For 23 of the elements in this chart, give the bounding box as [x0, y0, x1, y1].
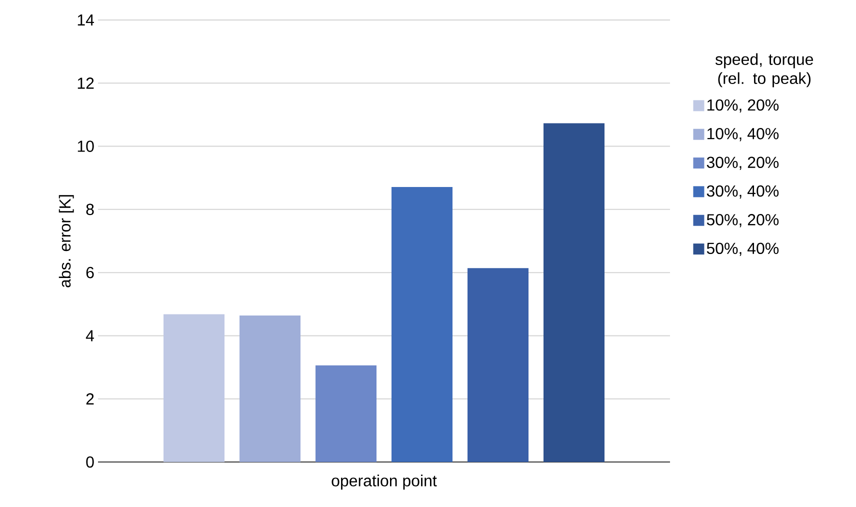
bar	[392, 187, 453, 462]
bar	[240, 316, 301, 462]
legend-label: 10%, 40%	[707, 128, 779, 142]
bar	[544, 123, 605, 462]
y-tick-label: 10	[78, 140, 94, 152]
y-tick-label: 12	[78, 78, 94, 89]
bar	[468, 268, 529, 462]
legend-label: 10%, 20%	[707, 99, 779, 113]
y-tick-label: 14	[78, 14, 94, 26]
y-tick-label: 0	[86, 456, 94, 468]
legend-label: 30%, 20%	[706, 156, 779, 170]
legend-label: 50%, 40%	[706, 242, 779, 256]
legend-label: 30%, 40%	[706, 185, 779, 199]
y-tick-label: 4	[86, 330, 94, 342]
y-tick-label: 6	[86, 266, 94, 278]
bar	[164, 314, 225, 462]
legend-label: 50%, 20%	[706, 214, 779, 228]
x-axis-title: operation point	[332, 474, 437, 490]
legend-title: speed, torque (rel. to peak)	[715, 53, 814, 88]
y-axis-title: abs. error [K]	[58, 195, 74, 288]
y-tick-label: 8	[86, 204, 94, 216]
bar	[316, 365, 377, 462]
y-tick-label: 2	[86, 393, 94, 404]
